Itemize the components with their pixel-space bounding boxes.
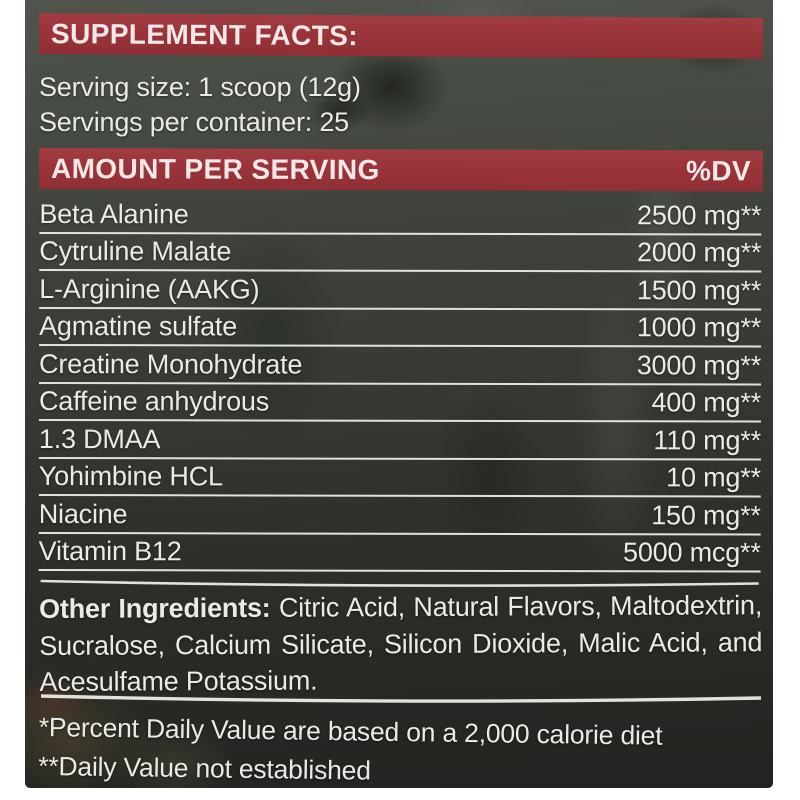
table-row: Vitamin B12 5000 mcg** (38, 533, 761, 573)
table-row: Caffeine anhydrous 400 mg** (38, 383, 762, 423)
serving-size-line: Serving size: 1 scoop (12g) (39, 72, 361, 102)
table-row: L-Arginine (AAKG) 1500 mg** (39, 271, 762, 311)
ingredient-amount: 400 mg** (651, 387, 762, 418)
supplement-label-photo: SUPPLEMENT FACTS: Serving size: 1 scoop … (25, 0, 773, 788)
ingredient-name: 1.3 DMAA (38, 423, 161, 454)
servings-per-container-line: Servings per container: 25 (39, 107, 349, 137)
ingredient-amount: 1000 mg** (636, 312, 762, 343)
footnote-divider-rule (40, 694, 762, 703)
ingredient-amount: 1500 mg** (636, 274, 762, 306)
ingredient-name: Beta Alanine (39, 198, 189, 229)
ingredient-name: Yohimbine HCL (38, 460, 223, 492)
table-row: Beta Alanine 2500 mg** (39, 196, 762, 236)
other-ingredients-label: Other Ingredients: (39, 592, 271, 624)
table-row: Niacine 150 mg** (38, 495, 761, 536)
ingredient-name: Niacine (38, 498, 128, 529)
ingredient-amount: 110 mg** (653, 424, 761, 456)
ingredient-name: Cytruline Malate (39, 236, 232, 267)
table-row: Yohimbine HCL 10 mg** (38, 458, 761, 498)
table-row: Creatine Monohydrate 3000 mg** (39, 346, 762, 386)
ingredient-table: Beta Alanine 2500 mg** Cytruline Malate … (38, 196, 762, 592)
table-row: Agmatine sulfate 1000 mg** (39, 308, 762, 348)
amount-per-serving-heading: AMOUNT PER SERVING (50, 153, 380, 186)
ingredient-amount: 3000 mg** (636, 349, 762, 381)
ingredient-name: Vitamin B12 (38, 535, 182, 567)
percent-dv-heading: %DV (685, 155, 752, 187)
table-row: 1.3 DMAA 110 mg** (38, 420, 761, 461)
dv-not-established-footnote: **Daily Value not established (38, 750, 371, 786)
ingredient-amount: 10 mg** (666, 462, 761, 493)
ingredient-amount: 2000 mg** (636, 237, 762, 268)
table-row: Cytruline Malate 2000 mg** (39, 233, 762, 273)
ingredient-name: L-Arginine (AAKG) (39, 273, 260, 304)
supplement-facts-banner: SUPPLEMENT FACTS: (38, 13, 764, 60)
other-ingredients-paragraph: Other Ingredients: Citric Acid, Natural … (39, 587, 763, 700)
amount-per-serving-banner: AMOUNT PER SERVING %DV (38, 148, 764, 192)
ingredient-amount: 2500 mg** (637, 199, 762, 231)
footnotes: *Percent Daily Value are based on a 2,00… (38, 712, 663, 799)
supplement-facts-title: SUPPLEMENT FACTS: (50, 18, 359, 52)
ingredient-name: Caffeine anhydrous (38, 386, 270, 417)
divider-rule (40, 579, 759, 587)
ingredient-amount: 5000 mcg** (623, 537, 761, 568)
ingredient-name: Agmatine sulfate (39, 311, 238, 342)
ingredient-name: Creatine Monohydrate (39, 348, 303, 380)
percent-dv-footnote: *Percent Daily Value are based on a 2,00… (38, 712, 663, 751)
ingredient-amount: 150 mg** (651, 499, 761, 531)
